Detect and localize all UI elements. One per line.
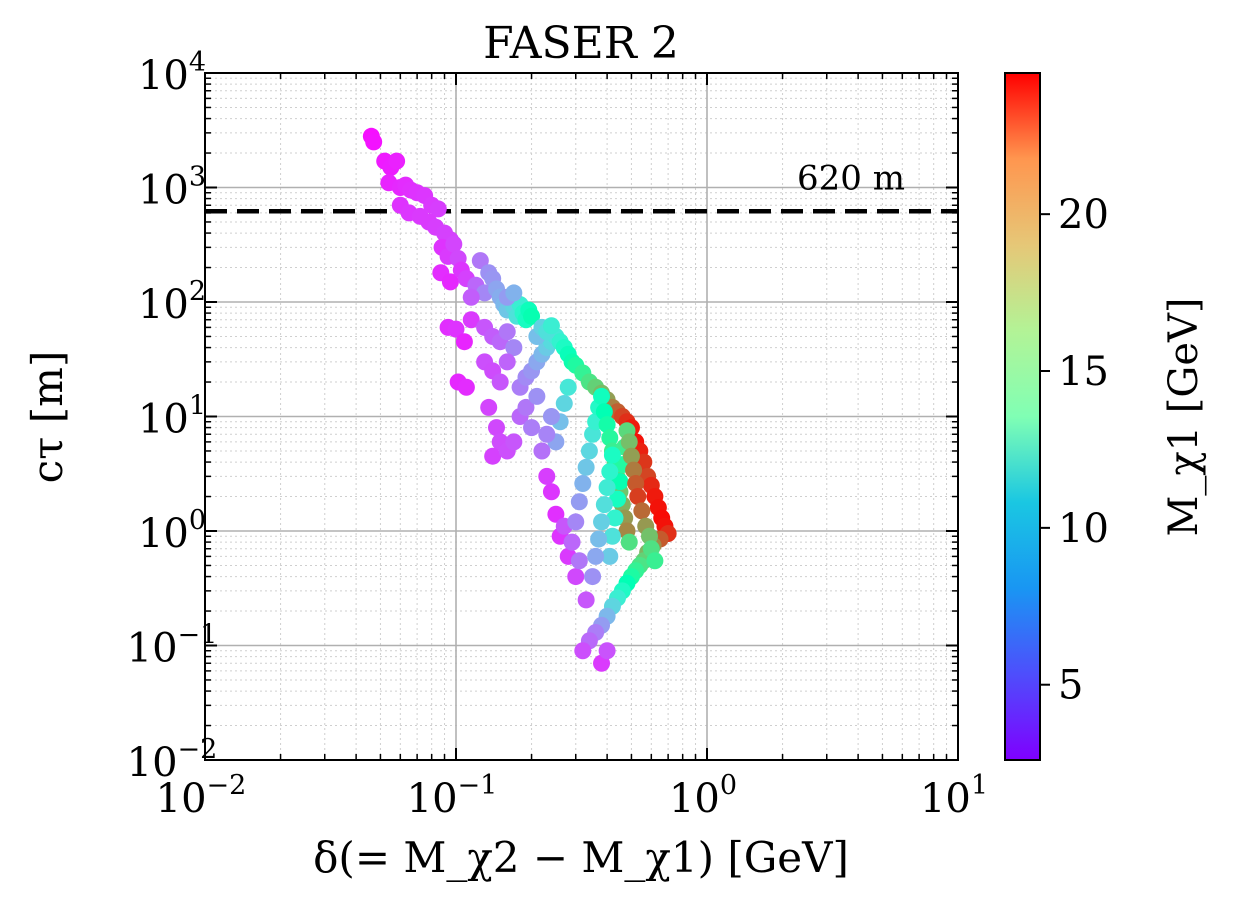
data-point — [620, 433, 638, 451]
data-point — [563, 533, 581, 551]
data-point — [620, 533, 638, 551]
data-point — [480, 398, 498, 416]
colorbar-tick-label: 15 — [1058, 349, 1109, 395]
data-point — [601, 429, 619, 447]
data-point — [528, 387, 546, 405]
data-point — [429, 200, 447, 218]
data-point — [471, 252, 489, 270]
x-tick-label: 10−1 — [407, 770, 498, 822]
data-point — [595, 403, 613, 421]
y-tick-label: 101 — [138, 391, 206, 443]
plot-frame — [204, 72, 959, 761]
data-point — [574, 474, 592, 492]
reference-line-group: 620 m — [205, 158, 958, 214]
y-tick-label: 104 — [138, 47, 206, 99]
y-tick-label: 10−1 — [127, 620, 218, 672]
data-point — [609, 490, 627, 508]
x-tick-label: 10−2 — [156, 770, 247, 822]
data-point — [365, 133, 383, 151]
data-point — [498, 323, 516, 341]
data-point — [627, 474, 645, 492]
data-point — [523, 419, 541, 437]
data-point — [445, 235, 463, 253]
data-point — [505, 433, 523, 451]
x-tick-labels: 10−2 10−1 100 101 — [156, 770, 988, 822]
data-point — [574, 642, 592, 660]
data-point — [590, 530, 608, 548]
data-point — [491, 373, 509, 391]
data-point — [577, 591, 595, 609]
data-point — [517, 398, 535, 416]
y-tick-label: 102 — [138, 276, 206, 328]
colorbar — [1004, 72, 1041, 761]
data-point — [567, 513, 585, 531]
data-point — [498, 353, 516, 371]
data-point — [457, 378, 475, 396]
data-point — [603, 446, 621, 464]
data-point — [533, 442, 551, 460]
data-point — [488, 419, 506, 437]
data-point — [595, 496, 613, 514]
data-point — [598, 642, 616, 660]
data-point — [484, 447, 502, 465]
data-point — [593, 387, 611, 405]
data-point — [584, 568, 602, 586]
data-point — [593, 513, 611, 531]
scatter-points — [362, 127, 677, 672]
data-point — [559, 378, 577, 396]
data-point — [523, 307, 541, 325]
data-point — [603, 527, 621, 545]
data-point — [598, 478, 616, 496]
data-point — [587, 547, 605, 565]
data-point — [505, 339, 523, 357]
data-point — [447, 320, 465, 338]
data-point — [629, 488, 647, 506]
data-point — [547, 505, 565, 523]
data-point — [601, 463, 619, 481]
data-point — [542, 408, 560, 425]
data-point — [567, 568, 585, 586]
data-point — [570, 552, 588, 570]
x-tick-label: 101 — [920, 770, 988, 822]
data-point — [598, 416, 616, 434]
data-point — [538, 425, 556, 443]
y-tick-label: 10−2 — [127, 734, 218, 786]
y-tick-label: 103 — [138, 162, 206, 214]
data-point — [640, 527, 658, 545]
data-point — [606, 509, 624, 527]
data-point — [601, 547, 619, 565]
chart-title: FASER 2 — [483, 18, 679, 69]
data-point — [580, 442, 598, 460]
data-point — [633, 502, 651, 520]
colorbar-tick-label: 20 — [1058, 192, 1109, 238]
x-tick-label: 100 — [669, 770, 737, 822]
data-point — [542, 317, 560, 335]
data-point — [505, 284, 523, 302]
colorbar-tick-label: 5 — [1058, 663, 1083, 709]
colorbar-label: M_χ1 [GeV] — [1161, 297, 1207, 536]
y-axis-label: cτ [m] — [23, 351, 72, 484]
reference-line-label: 620 m — [797, 158, 905, 198]
data-point — [622, 447, 640, 465]
y-tick-labels: 10−2 10−1 100 101 102 103 104 — [127, 47, 218, 786]
colorbar-tick-label: 10 — [1058, 506, 1109, 552]
colorbar-ticks: 5 10 15 20 — [1040, 192, 1109, 709]
data-point — [577, 458, 595, 476]
data-point — [625, 461, 643, 479]
x-axis-label: δ(= M_χ2 − M_χ1) [GeV] — [313, 833, 849, 882]
y-tick-label: 100 — [138, 505, 206, 557]
data-point — [542, 483, 560, 501]
data-point — [441, 273, 459, 291]
data-point — [462, 311, 480, 329]
data-point — [455, 333, 473, 351]
data-point — [388, 152, 406, 170]
data-point — [555, 394, 573, 412]
data-point — [462, 288, 480, 306]
data-point — [538, 467, 556, 485]
data-point — [570, 493, 588, 511]
data-point — [646, 552, 664, 570]
